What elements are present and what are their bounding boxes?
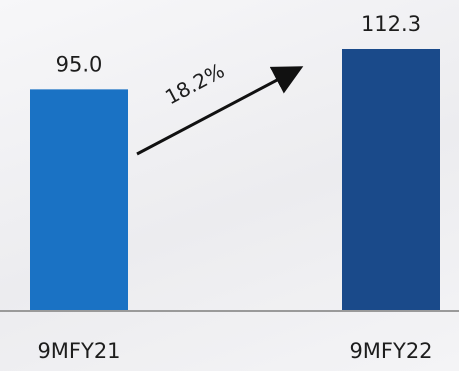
- bar-9mfy22: [342, 49, 440, 311]
- growth-arrow: [136, 66, 304, 156]
- category-label-9mfy21: 9MFY21: [37, 339, 120, 363]
- category-label-9mfy22: 9MFY22: [349, 339, 432, 363]
- growth-percentage-label: 18.2%: [161, 58, 228, 109]
- bar-9mfy21: [30, 89, 128, 311]
- value-label-9mfy21: 95.0: [56, 52, 103, 76]
- value-label-9mfy22: 112.3: [361, 12, 421, 36]
